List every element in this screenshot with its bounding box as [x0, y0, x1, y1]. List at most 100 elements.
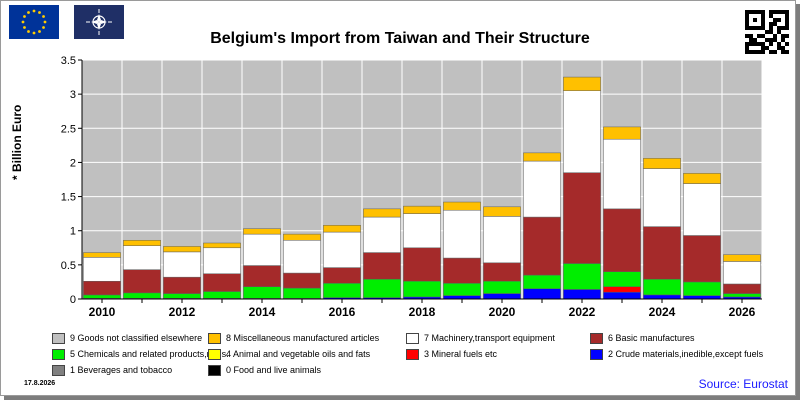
bar-segment	[723, 293, 761, 298]
bar-segment	[283, 233, 321, 241]
legend-swatch	[52, 349, 65, 361]
bar-segment	[603, 291, 641, 300]
bar-segment	[723, 254, 761, 262]
bar-segment	[323, 267, 361, 284]
legend-label: 0 Food and live animals	[226, 365, 322, 375]
bar-segment	[483, 262, 521, 282]
bar-segment	[403, 213, 441, 249]
bar-segment	[203, 291, 241, 299]
bar-segment	[603, 126, 641, 140]
legend-swatch	[52, 365, 65, 377]
x-tick-label: 2014	[249, 305, 276, 319]
bar-segment	[563, 90, 601, 173]
legend-label: 8 Miscellaneous manufactured articles	[226, 333, 380, 343]
y-tick-label: 3	[70, 89, 76, 101]
bar-segment	[203, 273, 241, 292]
nato-flag-icon	[74, 5, 124, 39]
bar-segment	[443, 201, 481, 211]
bar-segment	[643, 168, 681, 227]
bar-segment	[523, 288, 561, 300]
legend-swatch	[590, 333, 603, 345]
bar-segment	[123, 292, 161, 299]
legend-item: 2 Crude materials,inedible,except fuels	[590, 347, 763, 361]
bar-segment	[483, 293, 521, 300]
bar-segment	[683, 295, 721, 300]
bar-segment	[243, 233, 281, 266]
legend-swatch	[52, 333, 65, 345]
y-tick-label: 2.5	[61, 123, 76, 135]
bar-segment	[203, 242, 241, 249]
legend-label: 2 Crude materials,inedible,except fuels	[608, 349, 764, 359]
source-link[interactable]: Source: Eurostat	[698, 377, 788, 391]
qr-code-icon[interactable]	[745, 10, 789, 54]
bar-segment	[363, 216, 401, 253]
bar-segment	[163, 246, 201, 253]
legend-swatch	[406, 333, 419, 345]
bar-segment	[643, 294, 681, 300]
bar-segment	[683, 173, 721, 184]
bar-segment	[203, 247, 241, 274]
legend-item: 5 Chemicals and related products,n.e.s.	[52, 347, 229, 361]
bar-segment	[603, 271, 641, 287]
legend-item: 0 Food and live animals	[208, 363, 321, 377]
y-tick-label: 0	[70, 294, 76, 306]
bar-segment	[603, 138, 641, 210]
chart-title: Belgium's Import from Taiwan and Their S…	[210, 30, 590, 47]
bar-segment	[483, 280, 521, 294]
legend-label: 7 Machinery,transport equipment	[424, 333, 555, 343]
bar-segment	[283, 287, 321, 299]
y-tick-label: 3.5	[61, 55, 76, 67]
y-tick-label: 1.5	[61, 192, 76, 204]
chart-area: 0 0.5 1 1.5 2 2.5 3 3.5 2010 2012 2014 2016 2018 202…	[61, 55, 763, 319]
bar-segment	[283, 272, 321, 289]
legend-item: 7 Machinery,transport equipment	[406, 331, 555, 345]
y-tick-label: 0.5	[61, 260, 76, 272]
legend-item: 6 Basic manufactures	[590, 331, 695, 345]
x-tick-label: 2020	[489, 305, 516, 319]
legend-label: 3 Mineral fuels etc	[424, 349, 498, 359]
bar-segment	[523, 216, 561, 276]
bar-segment	[523, 152, 561, 162]
y-tick-label: 2	[70, 157, 76, 169]
bar-segment	[403, 247, 441, 282]
bar-segment	[243, 286, 281, 299]
bar-segment	[563, 76, 601, 91]
bar-segment	[683, 281, 721, 296]
bar-segment	[523, 160, 561, 218]
bar-segment	[83, 280, 121, 296]
bar-segment	[683, 235, 721, 283]
legend-item: 8 Miscellaneous manufactured articles	[208, 331, 379, 345]
legend-swatch	[590, 349, 603, 361]
legend-item: 9 Goods not classified elsewhere	[52, 331, 202, 345]
date-stamp: 17.8.2026	[24, 380, 56, 387]
bar-segment	[323, 225, 361, 233]
bar-segment	[363, 252, 401, 280]
bar-segment	[403, 205, 441, 214]
bar-segment	[723, 261, 761, 285]
bar-segment	[403, 280, 441, 298]
bar-segment	[643, 158, 681, 169]
legend-label: 1 Beverages and tobacco	[70, 365, 173, 375]
x-tick-label: 2016	[329, 305, 356, 319]
bar-segment	[563, 172, 601, 264]
bar-segment	[563, 289, 601, 300]
legend-item: 3 Mineral fuels etc	[406, 347, 497, 361]
x-tick-label: 2018	[409, 305, 436, 319]
legend-label: 5 Chemicals and related products,n.e.s.	[70, 349, 229, 359]
legend-item: 4 Animal and vegetable oils and fats	[208, 347, 370, 361]
legend-swatch	[406, 349, 419, 361]
bar-segment	[123, 269, 161, 294]
bar-segment	[643, 226, 681, 280]
bar-segment	[163, 251, 201, 278]
bar-segment	[123, 245, 161, 270]
x-tick-label: 2024	[649, 305, 676, 319]
bar-segment	[523, 274, 561, 290]
legend-label: 6 Basic manufactures	[608, 333, 695, 343]
bar-segment	[243, 228, 281, 235]
legend-swatch	[208, 333, 221, 345]
bar-segment	[723, 283, 761, 294]
bar-segment	[283, 240, 321, 274]
bar-segment	[443, 257, 481, 284]
bar-segment	[443, 295, 481, 300]
legend-swatch	[208, 365, 221, 377]
